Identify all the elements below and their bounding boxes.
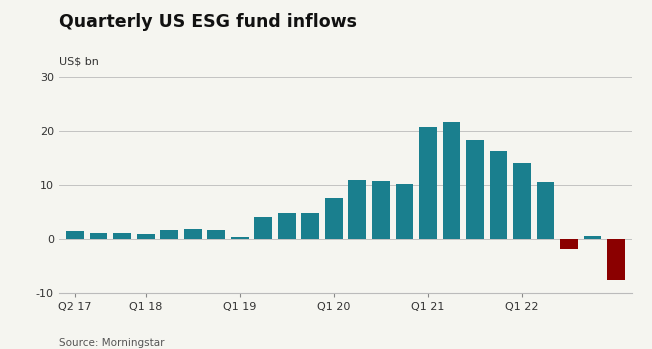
Bar xyxy=(137,234,155,239)
Text: Source: Morningstar: Source: Morningstar xyxy=(59,337,164,348)
Bar xyxy=(113,233,131,239)
Bar xyxy=(419,127,437,239)
Bar xyxy=(513,163,531,239)
Bar xyxy=(301,213,319,239)
Bar xyxy=(490,151,507,239)
Bar xyxy=(560,239,578,249)
Text: Quarterly US ESG fund inflows: Quarterly US ESG fund inflows xyxy=(59,13,357,31)
Bar xyxy=(466,140,484,239)
Bar xyxy=(584,236,601,239)
Bar xyxy=(160,230,178,239)
Bar xyxy=(537,182,554,239)
Bar xyxy=(207,230,225,239)
Bar xyxy=(254,217,272,239)
Bar xyxy=(231,237,248,239)
Bar xyxy=(349,179,366,239)
Bar xyxy=(67,231,84,239)
Text: US$ bn: US$ bn xyxy=(59,56,98,66)
Bar xyxy=(443,122,460,239)
Bar xyxy=(184,229,201,239)
Bar xyxy=(90,232,108,239)
Bar xyxy=(325,199,342,239)
Bar xyxy=(607,239,625,280)
Bar xyxy=(278,213,295,239)
Bar xyxy=(396,184,413,239)
Bar xyxy=(372,181,390,239)
